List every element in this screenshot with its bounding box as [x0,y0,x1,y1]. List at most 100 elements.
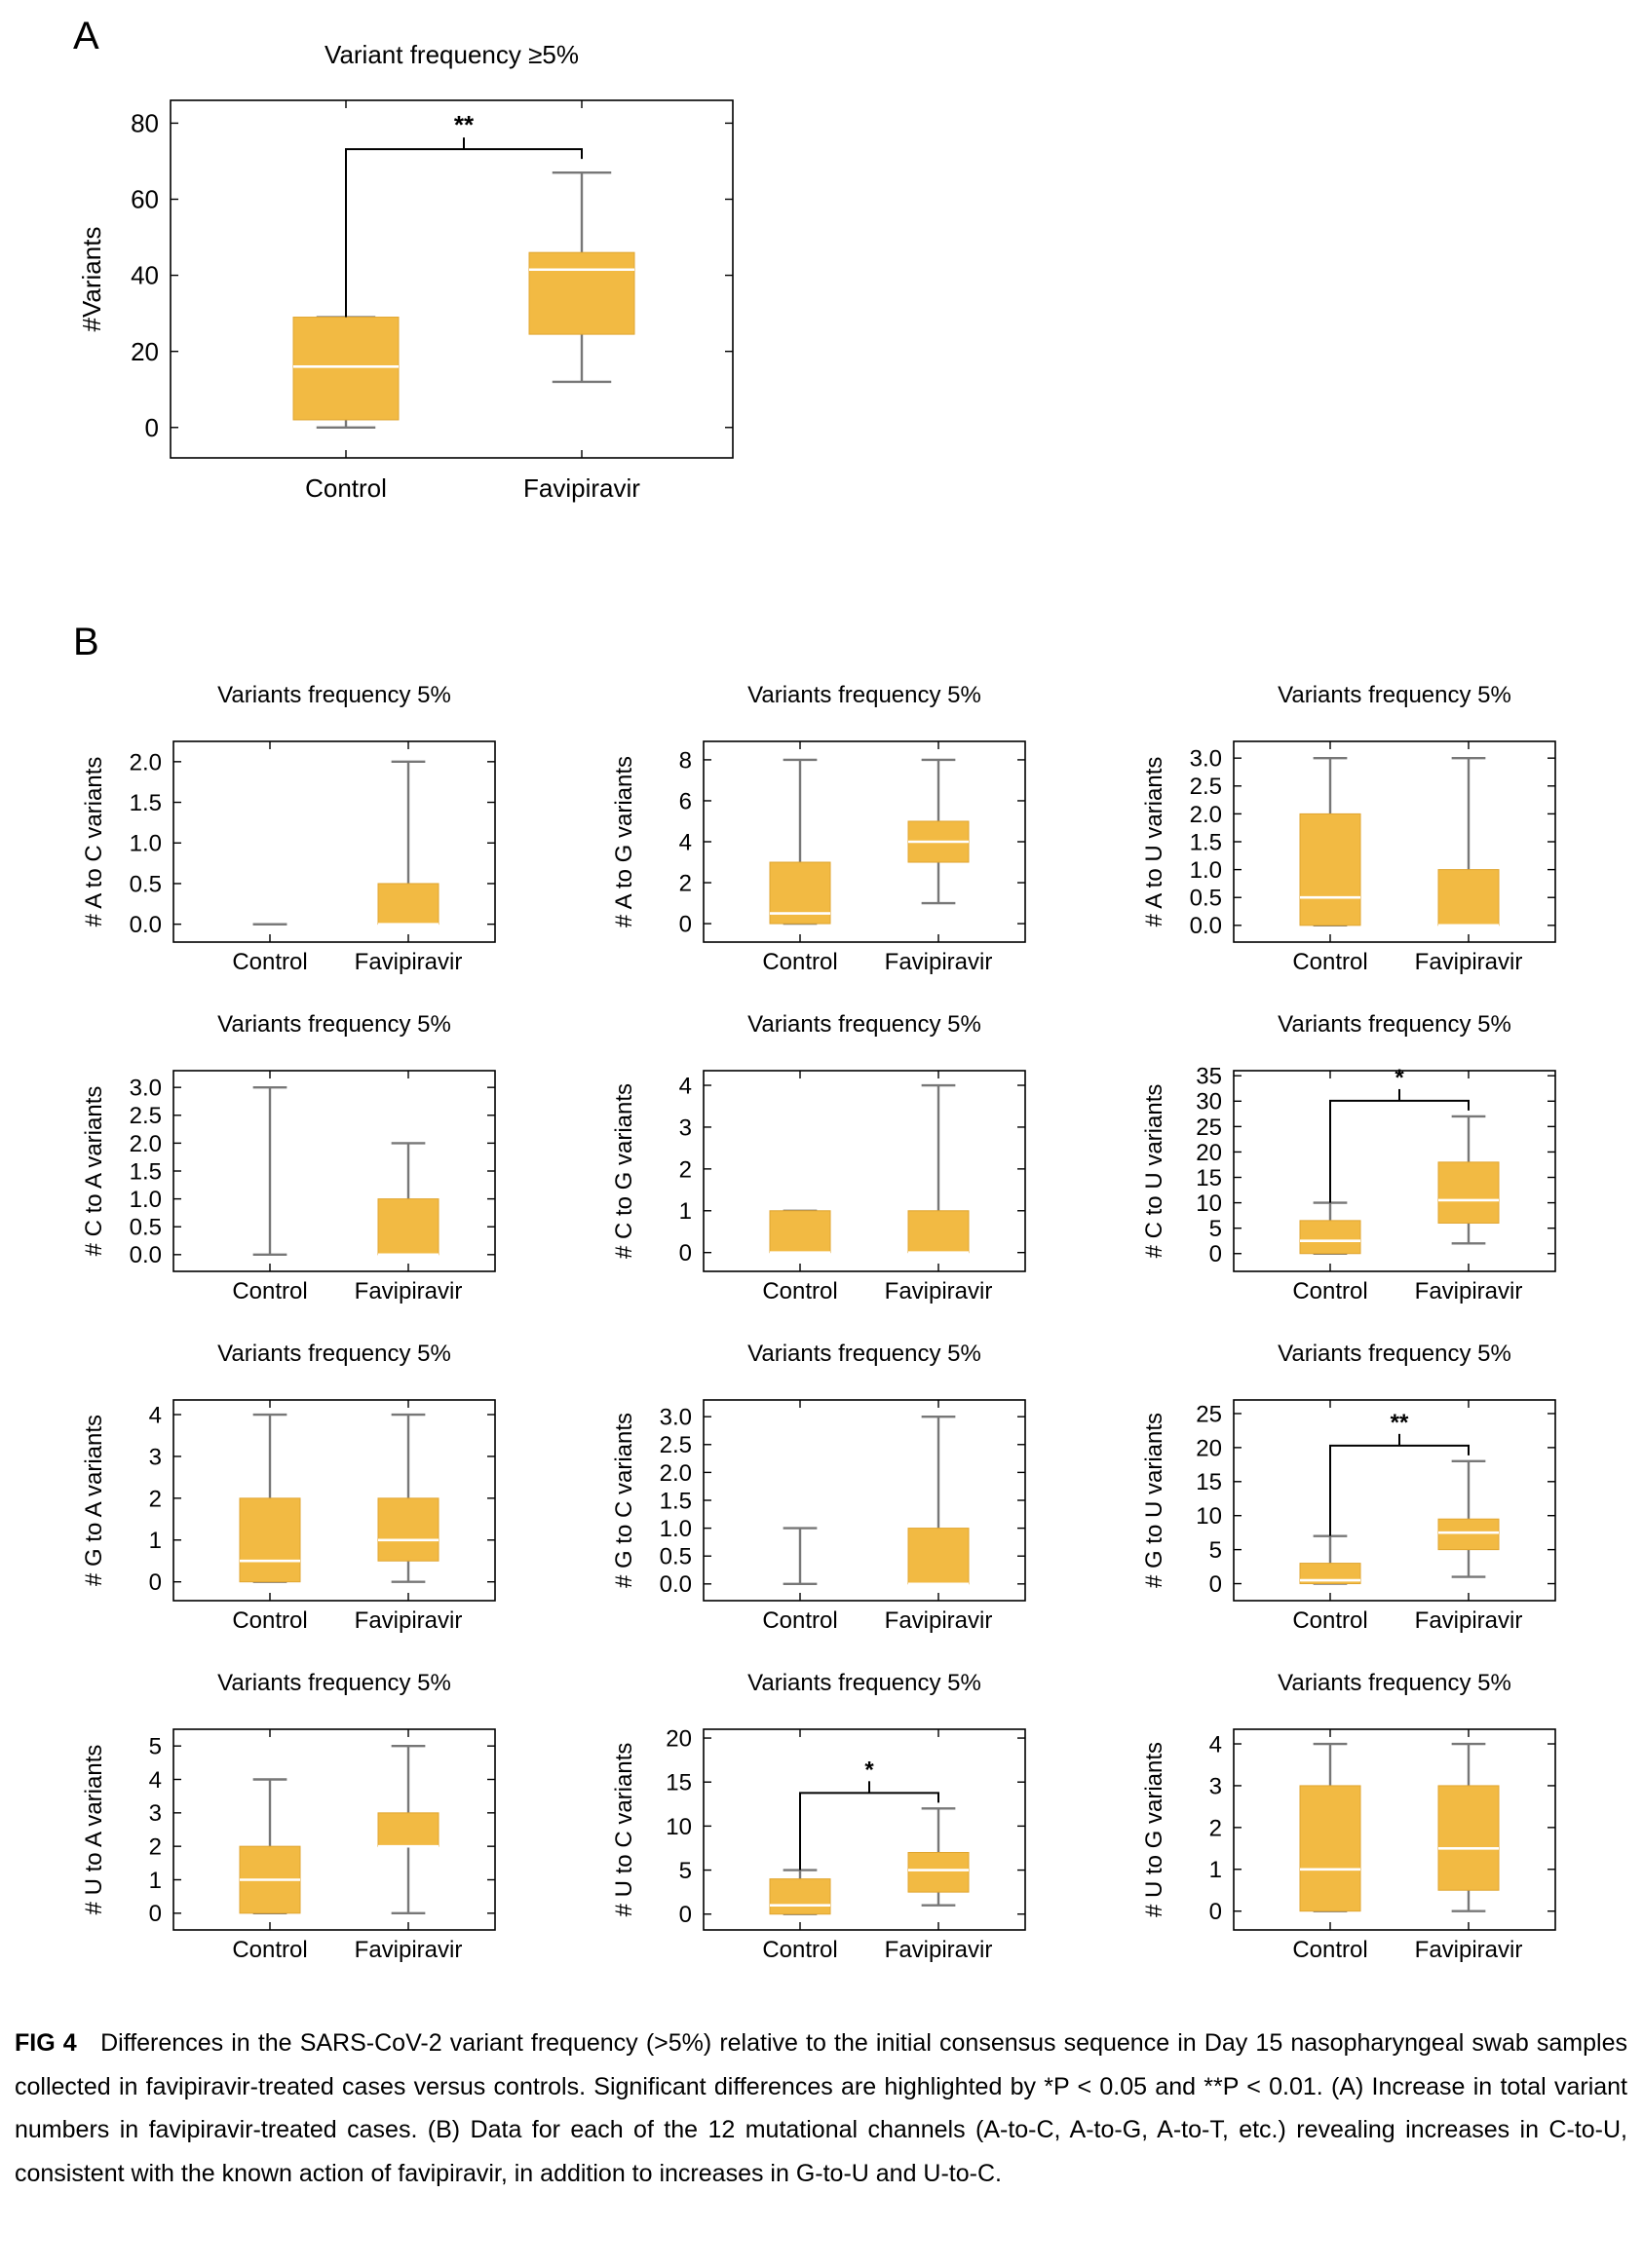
iqr-box [907,1210,970,1254]
y-tick-label: 1.0 [130,1187,162,1213]
plot-frame [172,1070,496,1272]
y-tick-label: 2 [149,1486,162,1512]
y-tick-label: 0 [149,1901,162,1927]
y-tick-label: 0 [679,1240,692,1266]
y-tick-label: 1.0 [1190,857,1222,884]
y-tick-label: 15 [666,1770,692,1796]
category-label: Control [1292,949,1367,975]
y-tick-label: 5 [1209,1537,1222,1564]
significance-bracket: ** [345,110,583,318]
plot-frame [703,740,1026,943]
y-tick-label: 8 [679,747,692,774]
y-axis-label: # U to A variants [81,1745,107,1915]
box-favipiravir [1437,1459,1500,1578]
chart-title: Variants frequency 5% [217,1011,451,1038]
y-tick-label: 5 [679,1858,692,1884]
y-tick-label: 1 [679,1198,692,1225]
chart-ac: Variants frequency 5% 0.0 0.5 1.0 1.5 2.0 Cont… [81,682,496,975]
y-tick-label: 5 [1209,1216,1222,1242]
y-tick-label: 4 [679,1073,692,1099]
y-tick-label: 3.0 [130,1076,162,1102]
plot-frame [703,1070,1026,1272]
box-favipiravir [528,170,635,384]
chart-cg: Variants frequency 5% 0 1 2 3 4 Control Favipir… [611,1011,1026,1304]
plot-frame [172,740,496,943]
y-tick-label: 1.5 [130,790,162,816]
y-tick-label: 10 [666,1814,692,1840]
category-label: Control [762,1937,837,1963]
y-tick-label: 2.0 [660,1460,692,1487]
iqr-box [1299,813,1361,926]
category-label: Favipiravir [885,1607,993,1634]
y-axis-label: # G to U variants [1141,1413,1167,1588]
category-label: Control [232,949,307,975]
y-axis-label: # U to C variants [611,1743,637,1917]
iqr-box [377,883,439,926]
y-tick-label: 60 [131,185,159,214]
y-tick-label: 30 [1196,1089,1222,1115]
bracket-line [1329,1099,1470,1203]
box-favipiravir [377,1413,439,1583]
category-label: Control [232,1278,307,1304]
iqr-box [377,1198,439,1256]
iqr-box [1437,1785,1500,1891]
significance-bracket: * [1329,1065,1470,1203]
y-tick-label: 0 [679,911,692,937]
y-tick-label: 0.0 [1190,913,1222,939]
y-tick-label: 4 [1209,1731,1222,1758]
y-axis-label: # C to G variants [611,1083,637,1259]
y-tick-label: 25 [1196,1115,1222,1141]
chart-au: Variants frequency 5% 0.00.51.01.52.02.53… [1141,682,1556,975]
significance-label: ** [1391,1410,1409,1436]
box-control [769,758,831,926]
y-tick-label: 20 [1196,1140,1222,1166]
iqr-box [1299,1220,1361,1255]
y-tick-label: 20 [666,1725,692,1752]
chart-ua: Variants frequency 5% 0 1 2 3 4 5 Control Favipi… [81,1670,496,1963]
y-tick-label: 80 [131,109,159,138]
iqr-box [377,1812,439,1847]
iqr-box [769,1210,831,1254]
iqr-box [1299,1785,1361,1912]
figure-canvas: A B Variant frequency ≥5%020406080Contro… [73,15,1556,1963]
panel-b-letter: B [73,621,99,663]
plot-frame [172,1728,496,1931]
y-tick-label: 0.5 [660,1544,692,1570]
category-label: Favipiravir [355,949,463,975]
category-label: Control [762,949,837,975]
y-tick-label: 2.0 [130,1131,162,1157]
chart-ug: Variants frequency 5% 0 1 2 3 4 Control Favipir… [1141,1670,1556,1963]
caption-text: Differences in the SARS-CoV-2 variant fr… [15,2029,1627,2187]
y-tick-label: 3.0 [1190,746,1222,773]
iqr-box [1437,1161,1500,1224]
y-tick-label: 25 [1196,1401,1222,1427]
chart-title: Variants frequency 5% [217,1670,451,1696]
y-tick-label: 2.5 [660,1432,692,1458]
chart-title: Variant frequency ≥5% [325,40,579,69]
category-label: Control [1292,1607,1367,1634]
box-control [239,1413,301,1583]
y-tick-label: 0.0 [130,1242,162,1268]
plot-frame [1233,740,1556,943]
y-tick-label: 0 [145,413,159,442]
bracket-line [345,148,583,318]
plot-frame [1233,1399,1556,1602]
box-favipiravir [907,758,970,905]
y-tick-label: 35 [1196,1064,1222,1090]
chart-title: Variants frequency 5% [747,682,981,708]
box-control [1299,1534,1361,1585]
category-label: Favipiravir [1415,1937,1523,1963]
y-axis-label: # G to A variants [81,1415,107,1586]
category-label: Favipiravir [1415,1278,1523,1304]
y-tick-label: 1 [149,1528,162,1554]
chart-gu: Variants frequency 5% 0 5 10 15 20 25 Control Fa… [1141,1341,1556,1634]
chart-ag: Variants frequency 5% 0 2 4 6 8 Control Favipir… [611,682,1026,975]
y-tick-label: 3.0 [660,1405,692,1431]
y-tick-label: 2 [1209,1815,1222,1841]
chart-ca: Variants frequency 5% 0.00.51.01.52.02.53… [81,1011,496,1304]
box-control [769,1869,831,1915]
category-label: Favipiravir [885,949,993,975]
y-tick-label: 2 [679,870,692,896]
